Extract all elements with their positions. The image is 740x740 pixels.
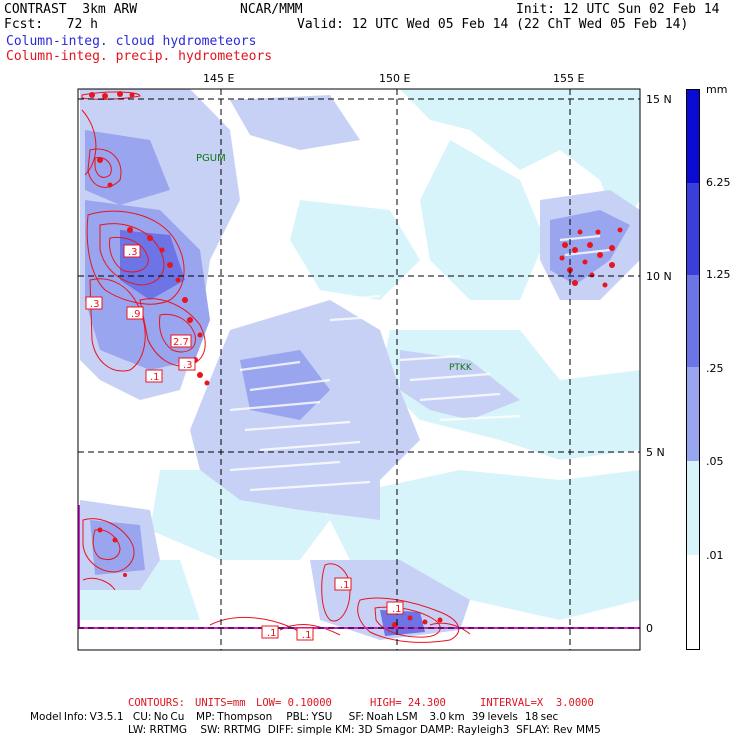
colorbar-label: .01 (706, 549, 724, 562)
colorbar-top-edge (686, 89, 700, 90)
model-info-physics: LW: RRTMG SW: RRTMG DIFF: simple KM: 3D … (128, 724, 601, 736)
model-info: Model Info: V3.5.1 CU: No Cu MP: Thompso… (30, 711, 559, 723)
colorbar-label: .25 (706, 362, 724, 375)
valid-time: Valid: 12 UTC Wed 05 Feb 14 (22 ChT Wed … (297, 17, 689, 32)
precip-field-label: Column-integ. precip. hydrometeors (6, 49, 273, 64)
lat-lon-grid (78, 89, 640, 650)
contour-label: .1 (150, 372, 160, 383)
colorbar-label: .05 (706, 455, 724, 468)
contour-label: .1 (340, 580, 350, 591)
lat-label: 0 (646, 622, 653, 635)
colorbar-level-625 (686, 183, 700, 275)
contour-label: .9 (131, 309, 141, 320)
colorbar-level-01 (686, 555, 700, 650)
contour-label: .1 (302, 630, 312, 641)
wave-streaks (229, 234, 611, 492)
station-pgum: PGUM (196, 153, 226, 164)
contours-interval: INTERVAL=X 3.0000 (480, 697, 594, 709)
colorbar-level-max (686, 89, 700, 183)
axis-labels: 145 E 150 E 155 E 15 N 10 N 5 N 0 (203, 72, 672, 635)
colorbar-label: 6.25 (706, 176, 731, 189)
contours-label: CONTOURS: (128, 697, 185, 709)
contour-label: .1 (392, 604, 402, 615)
colorbar-level-125 (686, 275, 700, 367)
init-time: Init: 12 UTC Sun 02 Feb 14 (516, 2, 720, 17)
contour-label-boxes (85, 244, 404, 641)
contours-high: HIGH= 24.300 (370, 697, 446, 709)
lat-label: 10 N (646, 270, 672, 283)
precip-cores (89, 91, 623, 628)
contours-units: UNITS=mm (195, 697, 246, 709)
station-ptkk: PTKK (449, 363, 473, 373)
lat-label: 15 N (646, 93, 672, 106)
forecast-hour: Fcst: 72 h (4, 17, 98, 32)
cloud-field-label: Column-integ. cloud hydrometeors (6, 34, 257, 49)
institution-label: NCAR/MMM (240, 2, 303, 17)
hydrometeor-shading (78, 89, 640, 643)
contour-label: .3 (183, 360, 193, 371)
contour-label: 2.7 (173, 337, 189, 348)
lon-label: 150 E (379, 72, 410, 85)
contour-label: .1 (267, 628, 277, 639)
model-title: CONTRAST 3km ARW (4, 2, 138, 17)
lon-label: 145 E (203, 72, 234, 85)
map-frame (77, 88, 641, 651)
lat-label: 5 N (646, 446, 665, 459)
contour-label: .3 (90, 299, 100, 310)
colorbar-label: 1.25 (706, 268, 731, 281)
colorbar-level-25 (686, 367, 700, 461)
contours-low: LOW= 0.10000 (256, 697, 332, 709)
colorbar-unit: mm (706, 83, 728, 96)
lon-label: 155 E (553, 72, 584, 85)
colorbar-level-05 (686, 461, 700, 555)
contour-label: .3 (128, 247, 138, 258)
contour-label-texts: .3 .3 .9 2.7 .3 .1 .1 .1 .1 .1 (90, 247, 402, 641)
